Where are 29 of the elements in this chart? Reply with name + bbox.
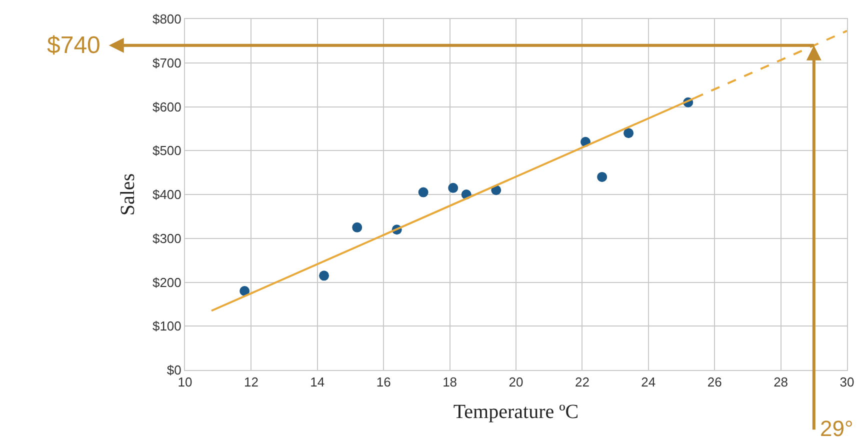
x-tick-label: 26 [707, 374, 722, 390]
point [352, 222, 362, 232]
x-axis-title: Temperature ºC [453, 401, 579, 424]
x-tick-label: 20 [508, 374, 524, 390]
y-tick-label: $800 [152, 12, 182, 27]
y-tick-label: $100 [152, 318, 182, 334]
x-tick-label: 30 [840, 374, 854, 390]
x-tick-label: 24 [641, 374, 656, 390]
y-tick-label: $600 [152, 99, 182, 114]
point [624, 128, 634, 138]
point [448, 182, 458, 193]
x-tick-label: 18 [442, 374, 458, 390]
y-tick-label: $200 [152, 274, 182, 290]
x-tick-label: 28 [774, 374, 788, 390]
y-axis-title: Sales [116, 173, 139, 216]
point [319, 270, 330, 281]
y-tick-label: $300 [152, 230, 182, 246]
x-tick-label: 16 [376, 374, 391, 390]
ref-line-label: $740 [47, 32, 100, 59]
x-tick-label: 14 [310, 374, 325, 390]
x-tick-label: 22 [574, 374, 590, 390]
y-tick-label: $500 [152, 143, 182, 158]
point [418, 187, 428, 198]
point [240, 286, 250, 296]
point [597, 172, 608, 182]
ref-line-label: 29° [820, 416, 854, 441]
y-tick-label: $400 [152, 187, 182, 202]
y-tick-label: $700 [152, 55, 182, 70]
x-tick-label: 12 [244, 374, 258, 390]
